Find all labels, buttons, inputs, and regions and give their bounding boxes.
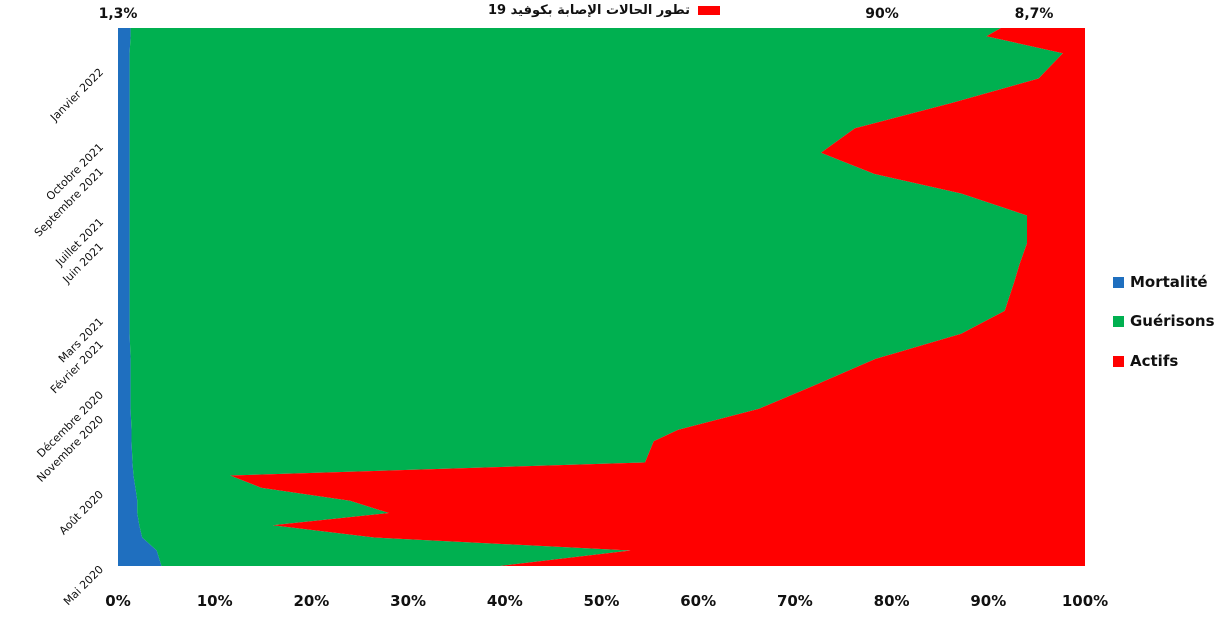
x-tick-label: 80% [874,592,910,610]
annotation-label: 90% [865,6,899,22]
chart-title-text: تطور الحالات الإصابة بكوفيد 19 [488,3,690,18]
title-marker-icon [698,6,720,15]
x-tick-label: 50% [584,592,620,610]
chart-title: تطور الحالات الإصابة بكوفيد 19 [488,3,720,18]
legend-label: Actifs [1130,352,1178,370]
actifs-area [230,28,1085,566]
legend-label: Mortalité [1130,273,1208,291]
plot-area [118,28,1085,566]
time-tick-label: Août 2020 [57,488,106,537]
x-tick-label: 0% [105,592,130,610]
legend-swatch [1113,356,1124,367]
x-tick-label: 100% [1062,592,1108,610]
x-tick-label: 70% [777,592,813,610]
mortalite-area [118,28,162,566]
annotation-label: 8,7% [1015,6,1054,22]
legend-swatch [1113,316,1124,327]
legend-swatch [1113,277,1124,288]
legend: Mortalité Guérisons Actifs [1113,273,1215,370]
x-tick-label: 20% [293,592,329,610]
x-tick-label: 90% [970,592,1006,610]
top-annotations: 1,3% 90% 8,7% [99,6,1054,22]
x-tick-label: 30% [390,592,426,610]
time-tick-label: Mai 2020 [61,563,106,608]
x-axis: 0% 10% 20% 30% 40% 50% 60% 70% 80% 90% 100% [105,592,1108,610]
time-tick-label: Janvier 2022 [47,66,106,125]
x-tick-label: 40% [487,592,523,610]
x-tick-label: 10% [197,592,233,610]
x-tick-label: 60% [680,592,716,610]
annotation-label: 1,3% [99,6,138,22]
legend-label: Guérisons [1130,312,1215,330]
guerisons-area [129,28,1063,566]
